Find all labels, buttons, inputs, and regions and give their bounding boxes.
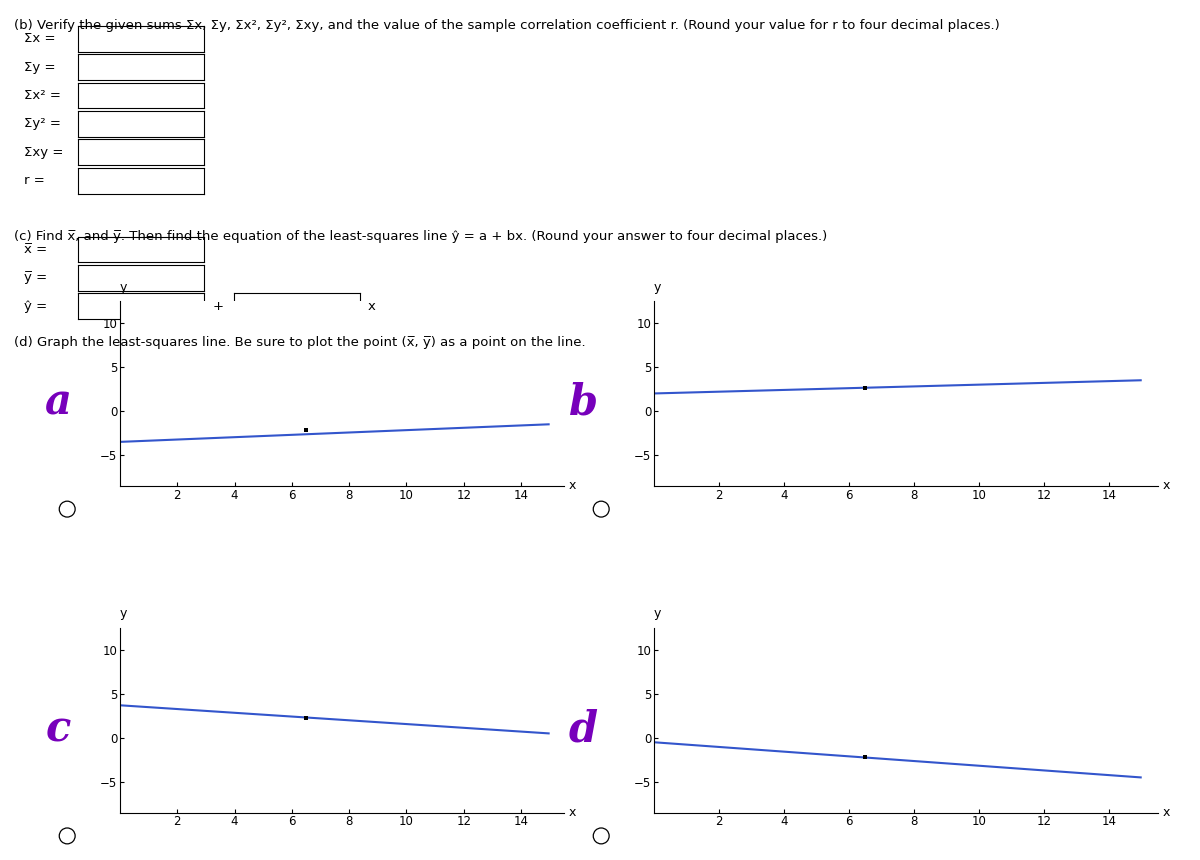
- Text: Σxy =: Σxy =: [24, 145, 64, 159]
- Text: x: x: [569, 479, 576, 493]
- Text: (c) Find x̅, and y̅. Then find the equation of the least-squares line ŷ = a + bx: (c) Find x̅, and y̅. Then find the equat…: [14, 230, 828, 243]
- Text: y: y: [120, 280, 127, 293]
- Text: (b) Verify the given sums Σx, Σy, Σx², Σy², Σxy, and the value of the sample cor: (b) Verify the given sums Σx, Σy, Σx², Σ…: [14, 19, 1000, 32]
- Text: x: x: [1163, 479, 1170, 493]
- Text: Σx =: Σx =: [24, 32, 55, 46]
- Text: c: c: [46, 709, 71, 751]
- Text: (d) Graph the least-squares line. Be sure to plot the point (x̅, y̅) as a point : (d) Graph the least-squares line. Be sur…: [14, 336, 586, 349]
- Text: Σy =: Σy =: [24, 60, 55, 74]
- Text: r =: r =: [24, 174, 44, 187]
- Text: x̅ =: x̅ =: [24, 243, 47, 256]
- Text: d: d: [569, 709, 598, 751]
- Text: ŷ =: ŷ =: [24, 299, 47, 313]
- Text: +: +: [212, 299, 223, 313]
- Text: Σy² =: Σy² =: [24, 117, 61, 131]
- Text: y: y: [654, 280, 661, 293]
- Text: x: x: [1163, 806, 1170, 820]
- Text: b: b: [569, 382, 598, 424]
- Text: y: y: [654, 607, 661, 620]
- Text: y̅ =: y̅ =: [24, 271, 47, 285]
- Text: y: y: [120, 607, 127, 620]
- Text: x: x: [569, 806, 576, 820]
- Text: a: a: [44, 382, 71, 424]
- Text: Σx² =: Σx² =: [24, 89, 61, 102]
- Text: x: x: [367, 299, 376, 313]
